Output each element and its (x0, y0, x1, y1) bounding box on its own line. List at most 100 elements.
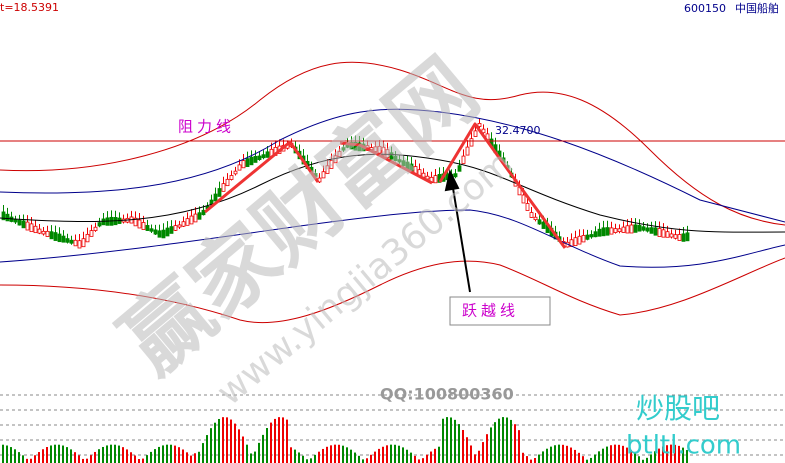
candle-body (609, 227, 614, 235)
volume-bar (522, 452, 524, 463)
candle-body (473, 130, 478, 137)
arrow-shaft (451, 181, 471, 293)
volume-bar (194, 453, 196, 463)
candle-body (381, 146, 386, 156)
volume-bar (2, 444, 4, 463)
watermark-qq: QQ:100800360 (380, 385, 514, 404)
candle-body (93, 226, 98, 231)
candle-body (33, 225, 38, 234)
volume-bar (182, 449, 184, 463)
candle-body (333, 155, 338, 164)
trend-arrow (204, 140, 320, 214)
candle-body (617, 228, 622, 233)
volume-bar (378, 448, 380, 463)
volume-bar (98, 449, 100, 463)
candle-body (249, 156, 254, 166)
volume-bar (478, 450, 480, 463)
arrow-head (444, 169, 460, 192)
volume-bar (514, 424, 516, 463)
outer-upper-band (0, 61, 785, 226)
volume-bar (50, 445, 52, 463)
candle-body (573, 237, 578, 247)
volume-bar (686, 450, 688, 463)
volume-bar (78, 455, 80, 463)
volume-bar (338, 444, 340, 463)
volume-bars (2, 417, 688, 463)
volume-bar (642, 459, 644, 463)
volume-bar (282, 417, 284, 463)
candle-body (665, 231, 670, 238)
volume-bar (334, 444, 336, 463)
volume-bar (114, 444, 116, 463)
breakout-label: 跃越线 (462, 302, 519, 320)
volume-bar (290, 447, 292, 463)
candle-body (65, 238, 70, 243)
volume-bar (382, 446, 384, 463)
volume-bar (294, 449, 296, 463)
volume-bar (210, 428, 212, 463)
volume-bar (58, 444, 60, 463)
volume-bar (110, 444, 112, 463)
volume-bar (70, 449, 72, 463)
volume-bar (386, 445, 388, 463)
volume-bar (454, 419, 456, 463)
volume-bar (466, 437, 468, 463)
volume-bar (90, 455, 92, 463)
volume-bar (398, 445, 400, 463)
volume-bar (602, 448, 604, 463)
volume-bar (162, 445, 164, 463)
volume-bar (646, 457, 648, 463)
volume-bar (314, 454, 316, 463)
volume-bar (222, 417, 224, 463)
candle-body (677, 234, 682, 241)
candle-body (57, 233, 62, 243)
volume-bar (578, 452, 580, 463)
volume-bar (650, 454, 652, 463)
volume-bar (130, 452, 132, 463)
candle-body (169, 226, 174, 234)
candle-body (173, 225, 178, 231)
candle-body (201, 209, 206, 216)
volume-bar (46, 447, 48, 463)
candle-body (29, 223, 34, 233)
volume-bar (530, 459, 532, 463)
volume-bar (186, 452, 188, 463)
candle-body (193, 213, 198, 223)
volume-bar (554, 445, 556, 463)
candle-body (465, 146, 470, 156)
volume-bar (366, 458, 368, 463)
volume-bar (658, 448, 660, 463)
candle-body (37, 228, 42, 234)
volume-bar (342, 445, 344, 463)
volume-bar (626, 447, 628, 463)
volume-grid (0, 394, 785, 456)
candle-body (457, 165, 462, 172)
candle-body (529, 212, 534, 218)
volume-bar (34, 455, 36, 463)
volume-bar (106, 445, 108, 463)
volume-bar (178, 447, 180, 463)
candle-body (45, 230, 50, 237)
volume-bar (402, 447, 404, 463)
candle-body (453, 173, 458, 178)
candle-body (13, 219, 18, 223)
volume-bar (542, 451, 544, 463)
resistance-label: 阻力线 (178, 118, 235, 136)
trend-arrows (204, 122, 567, 249)
candle-body (161, 229, 166, 239)
volume-bar (394, 444, 396, 463)
candle-body (601, 227, 606, 237)
volume-bar (42, 449, 44, 463)
candle-body (589, 234, 594, 238)
volume-bar (534, 458, 536, 463)
candle-body (653, 227, 658, 236)
candle-body (637, 224, 642, 232)
volume-bar (138, 459, 140, 463)
volume-bar (170, 444, 172, 463)
volume-bar (582, 456, 584, 463)
volume-bar (150, 451, 152, 463)
volume-bar (158, 446, 160, 463)
candle-body (433, 175, 438, 184)
candle-body (645, 227, 650, 232)
brand: 炒股吧 (636, 392, 720, 425)
